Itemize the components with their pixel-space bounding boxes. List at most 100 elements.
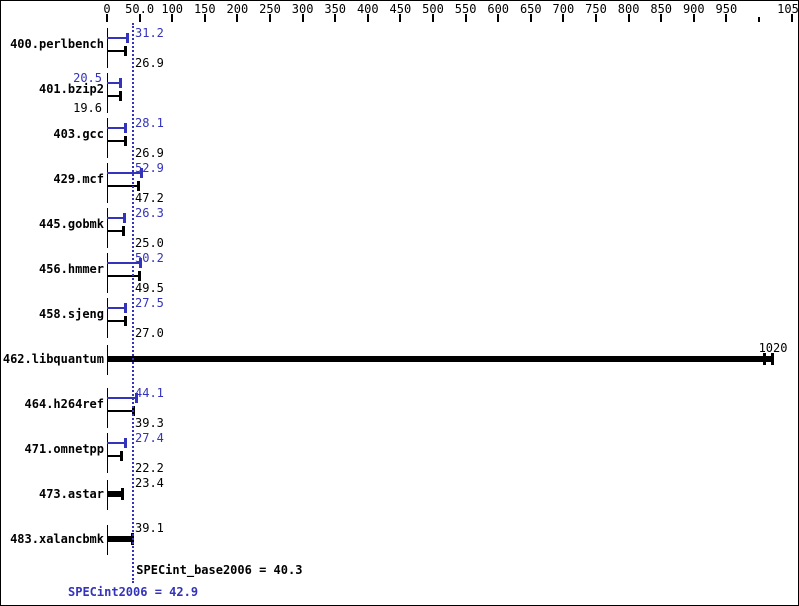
benchmark-label: 403.gcc	[53, 127, 104, 141]
base-value-label: 26.9	[135, 56, 164, 70]
axis-tick	[595, 14, 597, 22]
benchmark-label: 462.libquantum	[2, 352, 104, 366]
benchmark-label: 401.bzip2	[38, 82, 104, 96]
base-bar	[107, 275, 140, 277]
axis-tick-label: 750	[585, 2, 607, 16]
peak-bar-endcap	[140, 168, 144, 178]
axis-tick	[562, 14, 565, 22]
base-bar-endcap	[118, 91, 122, 101]
axis-tick-label: 400	[356, 2, 379, 16]
benchmark-label: 471.omnetpp	[24, 442, 104, 456]
peak-bar-endcap	[123, 303, 127, 313]
base-bar-endcap	[122, 226, 126, 236]
axis-tick	[790, 14, 793, 22]
axis-tick	[529, 14, 532, 22]
base-bar	[107, 320, 125, 322]
axis-tick-label: 0	[103, 2, 111, 16]
axis-tick	[758, 17, 760, 22]
peak-bar-endcap	[134, 393, 138, 403]
axis-tick-label: 650	[519, 2, 542, 16]
axis-tick	[171, 14, 174, 22]
peak-bar	[107, 442, 125, 444]
peak-value-label: 52.9	[135, 161, 164, 175]
base-value-label: 39.3	[135, 416, 164, 430]
combined-value-label: 23.4	[135, 476, 164, 490]
base-bar	[107, 185, 138, 187]
bar-start-bracket	[107, 73, 108, 113]
peak-bar-endcap	[124, 123, 128, 133]
axis-tick-label: 100	[161, 2, 184, 16]
base-bar-endcap	[120, 451, 124, 461]
peak-value-label: 50.2	[135, 251, 164, 265]
combined-bar-endcap	[771, 353, 775, 365]
axis-tick-label: 300	[291, 2, 314, 16]
axis-tick	[627, 14, 630, 22]
peak-bar-endcap	[138, 258, 142, 268]
combined-value-label: 39.1	[135, 521, 164, 535]
benchmark-label: 483.xalancbmk	[10, 532, 104, 546]
axis-tick	[464, 14, 467, 22]
combined-bar-endcap	[763, 353, 767, 365]
peak-value-label: 26.3	[135, 206, 164, 220]
axis-tick-label: 900	[682, 2, 705, 16]
base-value-label: 25.0	[135, 236, 164, 250]
axis-tick	[399, 14, 402, 22]
axis-tick-label: 350	[324, 2, 347, 16]
benchmark-label: 464.h264ref	[24, 397, 104, 411]
axis-tick	[497, 14, 500, 22]
axis-tick	[432, 14, 434, 22]
peak-value-label: 28.1	[135, 116, 164, 130]
peak-bar	[107, 37, 128, 39]
axis-tick	[203, 14, 206, 22]
peak-value-label: 20.5	[73, 71, 102, 85]
axis-tick-label: 950	[715, 2, 738, 16]
bar-start-bracket	[107, 208, 108, 248]
peak-value-label: 31.2	[135, 26, 164, 40]
bar-start-bracket	[107, 163, 108, 203]
axis-tick-label: 550	[454, 2, 477, 16]
base-bar-endcap	[123, 46, 127, 56]
benchmark-label: 400.perlbench	[10, 37, 104, 51]
axis-tick-label: 850	[650, 2, 673, 16]
axis-tick-label: 250	[259, 2, 281, 16]
peak-bar-endcap	[119, 78, 123, 88]
bar-start-bracket	[107, 433, 108, 473]
base-bar-endcap	[123, 136, 127, 146]
axis-tick	[692, 14, 695, 22]
axis-tick	[236, 14, 239, 22]
axis-tick	[334, 14, 337, 22]
axis-tick-label: 450	[389, 2, 412, 16]
bar-start-bracket	[107, 253, 108, 293]
base-bar-endcap	[123, 316, 127, 326]
base-value-label: 22.2	[135, 461, 164, 475]
axis-tick-label: 1050	[777, 2, 799, 16]
benchmark-label: 458.sjeng	[38, 307, 104, 321]
combined-bar	[107, 536, 133, 542]
benchmark-label: 456.hmmer	[38, 262, 104, 276]
base-bar-endcap	[136, 181, 140, 191]
base-mean-summary: SPECint_base2006 = 40.3	[136, 563, 303, 577]
combined-value-label: 1020	[758, 341, 788, 355]
axis-tick	[366, 14, 369, 22]
axis-tick-label: 700	[552, 2, 575, 16]
axis-tick-label: 600	[487, 2, 510, 16]
base-value-label: 19.6	[73, 101, 102, 115]
peak-value-label: 27.4	[135, 431, 164, 445]
axis-tick-label: 150	[193, 2, 216, 16]
axis-tick-label: 500	[422, 2, 444, 16]
base-bar	[107, 230, 124, 232]
axis-tick	[106, 14, 108, 22]
benchmark-label: 473.astar	[38, 487, 104, 501]
base-bar	[107, 410, 133, 412]
base-mean-dotted-line	[132, 23, 135, 583]
bar-start-bracket	[107, 388, 108, 428]
base-bar	[107, 455, 122, 457]
peak-mean-summary: SPECint2006 = 42.9	[68, 585, 199, 599]
base-value-label: 26.9	[135, 146, 164, 160]
bar-start-bracket	[107, 28, 108, 68]
bar-start-bracket	[107, 298, 108, 338]
peak-bar	[107, 127, 126, 129]
peak-bar-endcap	[126, 33, 130, 43]
base-value-label: 49.5	[135, 281, 164, 295]
